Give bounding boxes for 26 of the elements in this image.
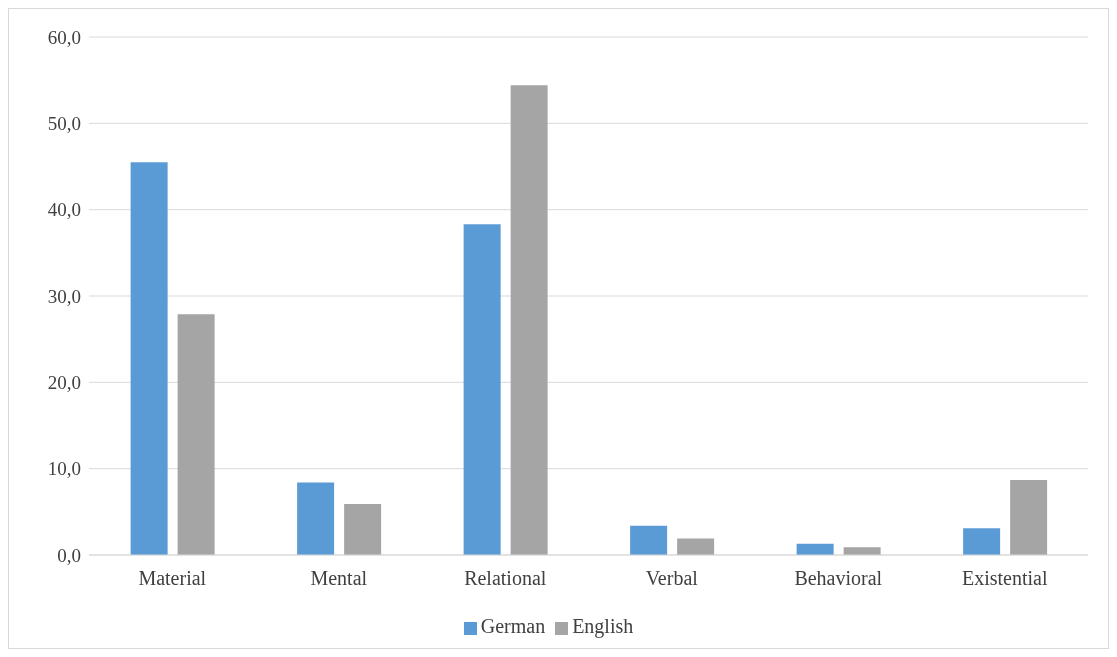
x-tick-label: Material — [138, 567, 207, 590]
bar — [130, 162, 168, 555]
bar — [297, 482, 335, 555]
legend-label: German — [480, 615, 546, 637]
y-tick-label: 40,0 — [47, 199, 81, 221]
y-tick-label: 50,0 — [47, 113, 81, 135]
bar — [344, 504, 382, 555]
y-tick-label: 60,0 — [47, 26, 81, 48]
bar — [463, 224, 501, 555]
x-tick-label: Relational — [464, 567, 547, 590]
bar — [177, 314, 215, 555]
legend-label: English — [572, 615, 634, 637]
bar — [510, 85, 548, 555]
bar — [843, 547, 881, 555]
bar — [677, 538, 715, 555]
x-tick-label: Behavioral — [794, 567, 883, 590]
bar — [1010, 479, 1048, 555]
x-tick-label: Mental — [310, 567, 368, 590]
y-tick-label: 30,0 — [47, 285, 81, 307]
x-tick-label: Verbal — [645, 567, 699, 590]
bar — [630, 525, 668, 555]
y-tick-label: 0,0 — [57, 544, 81, 566]
y-tick-label: 10,0 — [47, 458, 81, 480]
x-tick-label: Existential — [961, 567, 1048, 590]
bar — [963, 528, 1001, 555]
y-tick-label: 20,0 — [47, 372, 81, 394]
